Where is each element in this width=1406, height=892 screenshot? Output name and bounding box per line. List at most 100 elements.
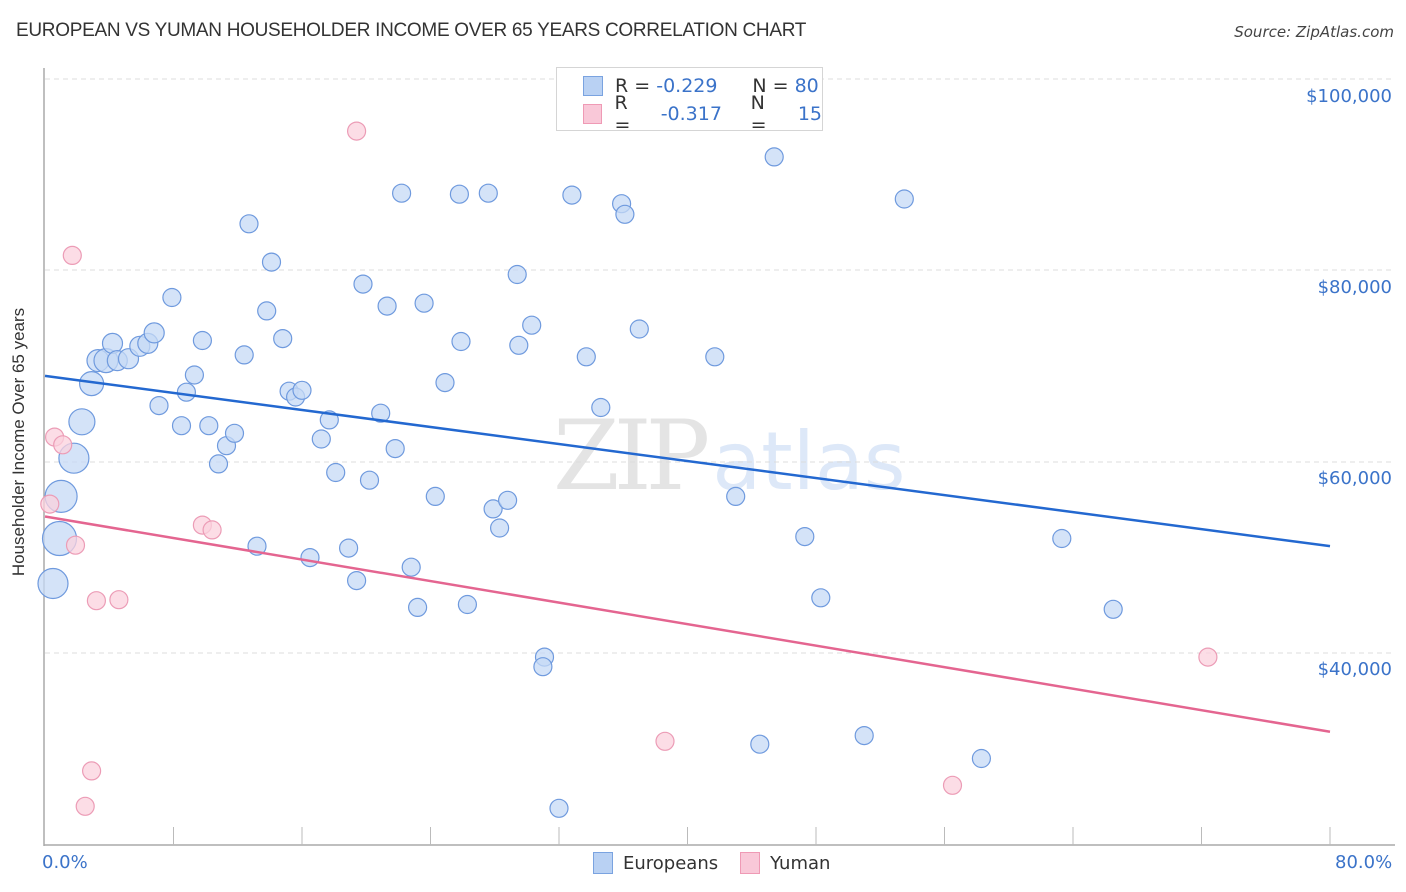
correlation-legend: R = -0.229 N = 80 R = -0.317 N = 15 xyxy=(556,67,823,136)
y-tick-100000: $100,000 xyxy=(1306,86,1392,107)
data-point xyxy=(1052,528,1072,549)
data-point xyxy=(629,319,649,339)
data-point xyxy=(149,396,169,416)
data-point xyxy=(109,590,129,610)
data-point xyxy=(377,296,397,316)
data-point xyxy=(705,347,725,367)
legend-item-yuman[interactable]: Yuman xyxy=(740,852,830,874)
n-value: 80 xyxy=(794,75,819,97)
legend-label: Europeans xyxy=(623,852,719,874)
data-point xyxy=(1198,647,1218,667)
data-point xyxy=(192,330,212,351)
data-point xyxy=(326,462,346,483)
r-label: R = xyxy=(614,92,631,136)
yuman-swatch xyxy=(583,104,603,124)
data-point xyxy=(591,397,611,418)
data-point xyxy=(750,734,770,754)
data-point xyxy=(615,204,635,224)
y-tick-40000: $40,000 xyxy=(1317,659,1392,680)
gridlines xyxy=(45,78,1395,654)
data-point xyxy=(261,252,282,272)
x-tick-min: 0.0% xyxy=(42,852,88,873)
data-point xyxy=(300,547,320,568)
data-point xyxy=(292,380,312,400)
n-label: N = xyxy=(750,92,767,136)
series-legend: Europeans Yuman xyxy=(593,852,852,874)
data-point xyxy=(478,183,498,203)
data-point xyxy=(239,214,259,234)
data-point xyxy=(971,748,992,769)
source-label: Source: ZipAtlas.com xyxy=(1234,23,1394,41)
europeans-swatch xyxy=(583,76,603,96)
r-value: -0.317 xyxy=(660,103,722,125)
data-point xyxy=(451,331,471,352)
data-point xyxy=(655,731,675,751)
r-value: -0.229 xyxy=(656,75,718,97)
x-axis-ticks xyxy=(173,827,1331,845)
data-point xyxy=(385,439,405,459)
data-point xyxy=(562,185,582,205)
data-point xyxy=(40,494,60,514)
data-point xyxy=(509,335,529,355)
europeans-trend-line xyxy=(44,374,1331,548)
data-point xyxy=(202,520,222,540)
data-point xyxy=(549,798,569,818)
data-point xyxy=(522,315,542,335)
data-point xyxy=(208,454,229,474)
data-point xyxy=(81,761,102,781)
data-point xyxy=(257,301,277,321)
axes xyxy=(43,68,1395,846)
data-point xyxy=(483,499,503,519)
data-point xyxy=(359,470,380,490)
data-point xyxy=(371,403,391,423)
yuman-swatch xyxy=(740,852,761,874)
legend-row-yuman: R = -0.317 N = 15 xyxy=(583,92,822,136)
data-point xyxy=(507,264,527,285)
legend-label: Yuman xyxy=(770,852,831,874)
data-point xyxy=(273,329,293,349)
data-point xyxy=(498,490,518,510)
data-point xyxy=(854,725,874,746)
y-axis-label-wrap: Householder Income Over 65 years xyxy=(4,0,34,892)
data-point xyxy=(176,382,196,402)
data-point xyxy=(162,287,182,308)
data-point xyxy=(68,408,96,436)
yuman-points xyxy=(40,121,1218,816)
data-point xyxy=(414,293,434,313)
y-tick-60000: $60,000 xyxy=(1317,468,1392,489)
data-point xyxy=(435,373,455,393)
r-label: R = xyxy=(615,75,651,97)
data-point xyxy=(199,416,219,436)
data-point xyxy=(457,594,477,615)
n-value: 15 xyxy=(797,103,822,125)
data-point xyxy=(311,429,331,449)
data-point xyxy=(353,274,373,294)
data-point xyxy=(894,189,914,209)
data-point xyxy=(62,245,82,265)
data-point xyxy=(533,657,553,677)
data-point xyxy=(75,796,95,816)
data-point xyxy=(942,775,963,795)
data-point xyxy=(143,322,165,344)
y-axis-label: Householder Income Over 65 years xyxy=(9,307,28,577)
data-point xyxy=(86,591,107,611)
data-point xyxy=(234,345,254,365)
data-point xyxy=(65,535,86,555)
legend-row-europeans: R = -0.229 N = 80 xyxy=(583,74,819,98)
data-point xyxy=(408,597,428,618)
data-point xyxy=(401,557,421,577)
data-point xyxy=(392,183,412,203)
data-point xyxy=(339,538,359,558)
legend-item-europeans[interactable]: Europeans xyxy=(593,852,718,874)
data-point xyxy=(764,147,784,167)
data-point xyxy=(1103,599,1123,619)
data-point xyxy=(490,518,510,538)
data-point xyxy=(795,526,815,547)
data-point xyxy=(53,435,73,455)
data-point xyxy=(449,184,469,204)
data-point xyxy=(347,570,367,591)
data-point xyxy=(37,567,69,600)
y-tick-80000: $80,000 xyxy=(1317,277,1392,298)
data-point xyxy=(224,423,245,443)
